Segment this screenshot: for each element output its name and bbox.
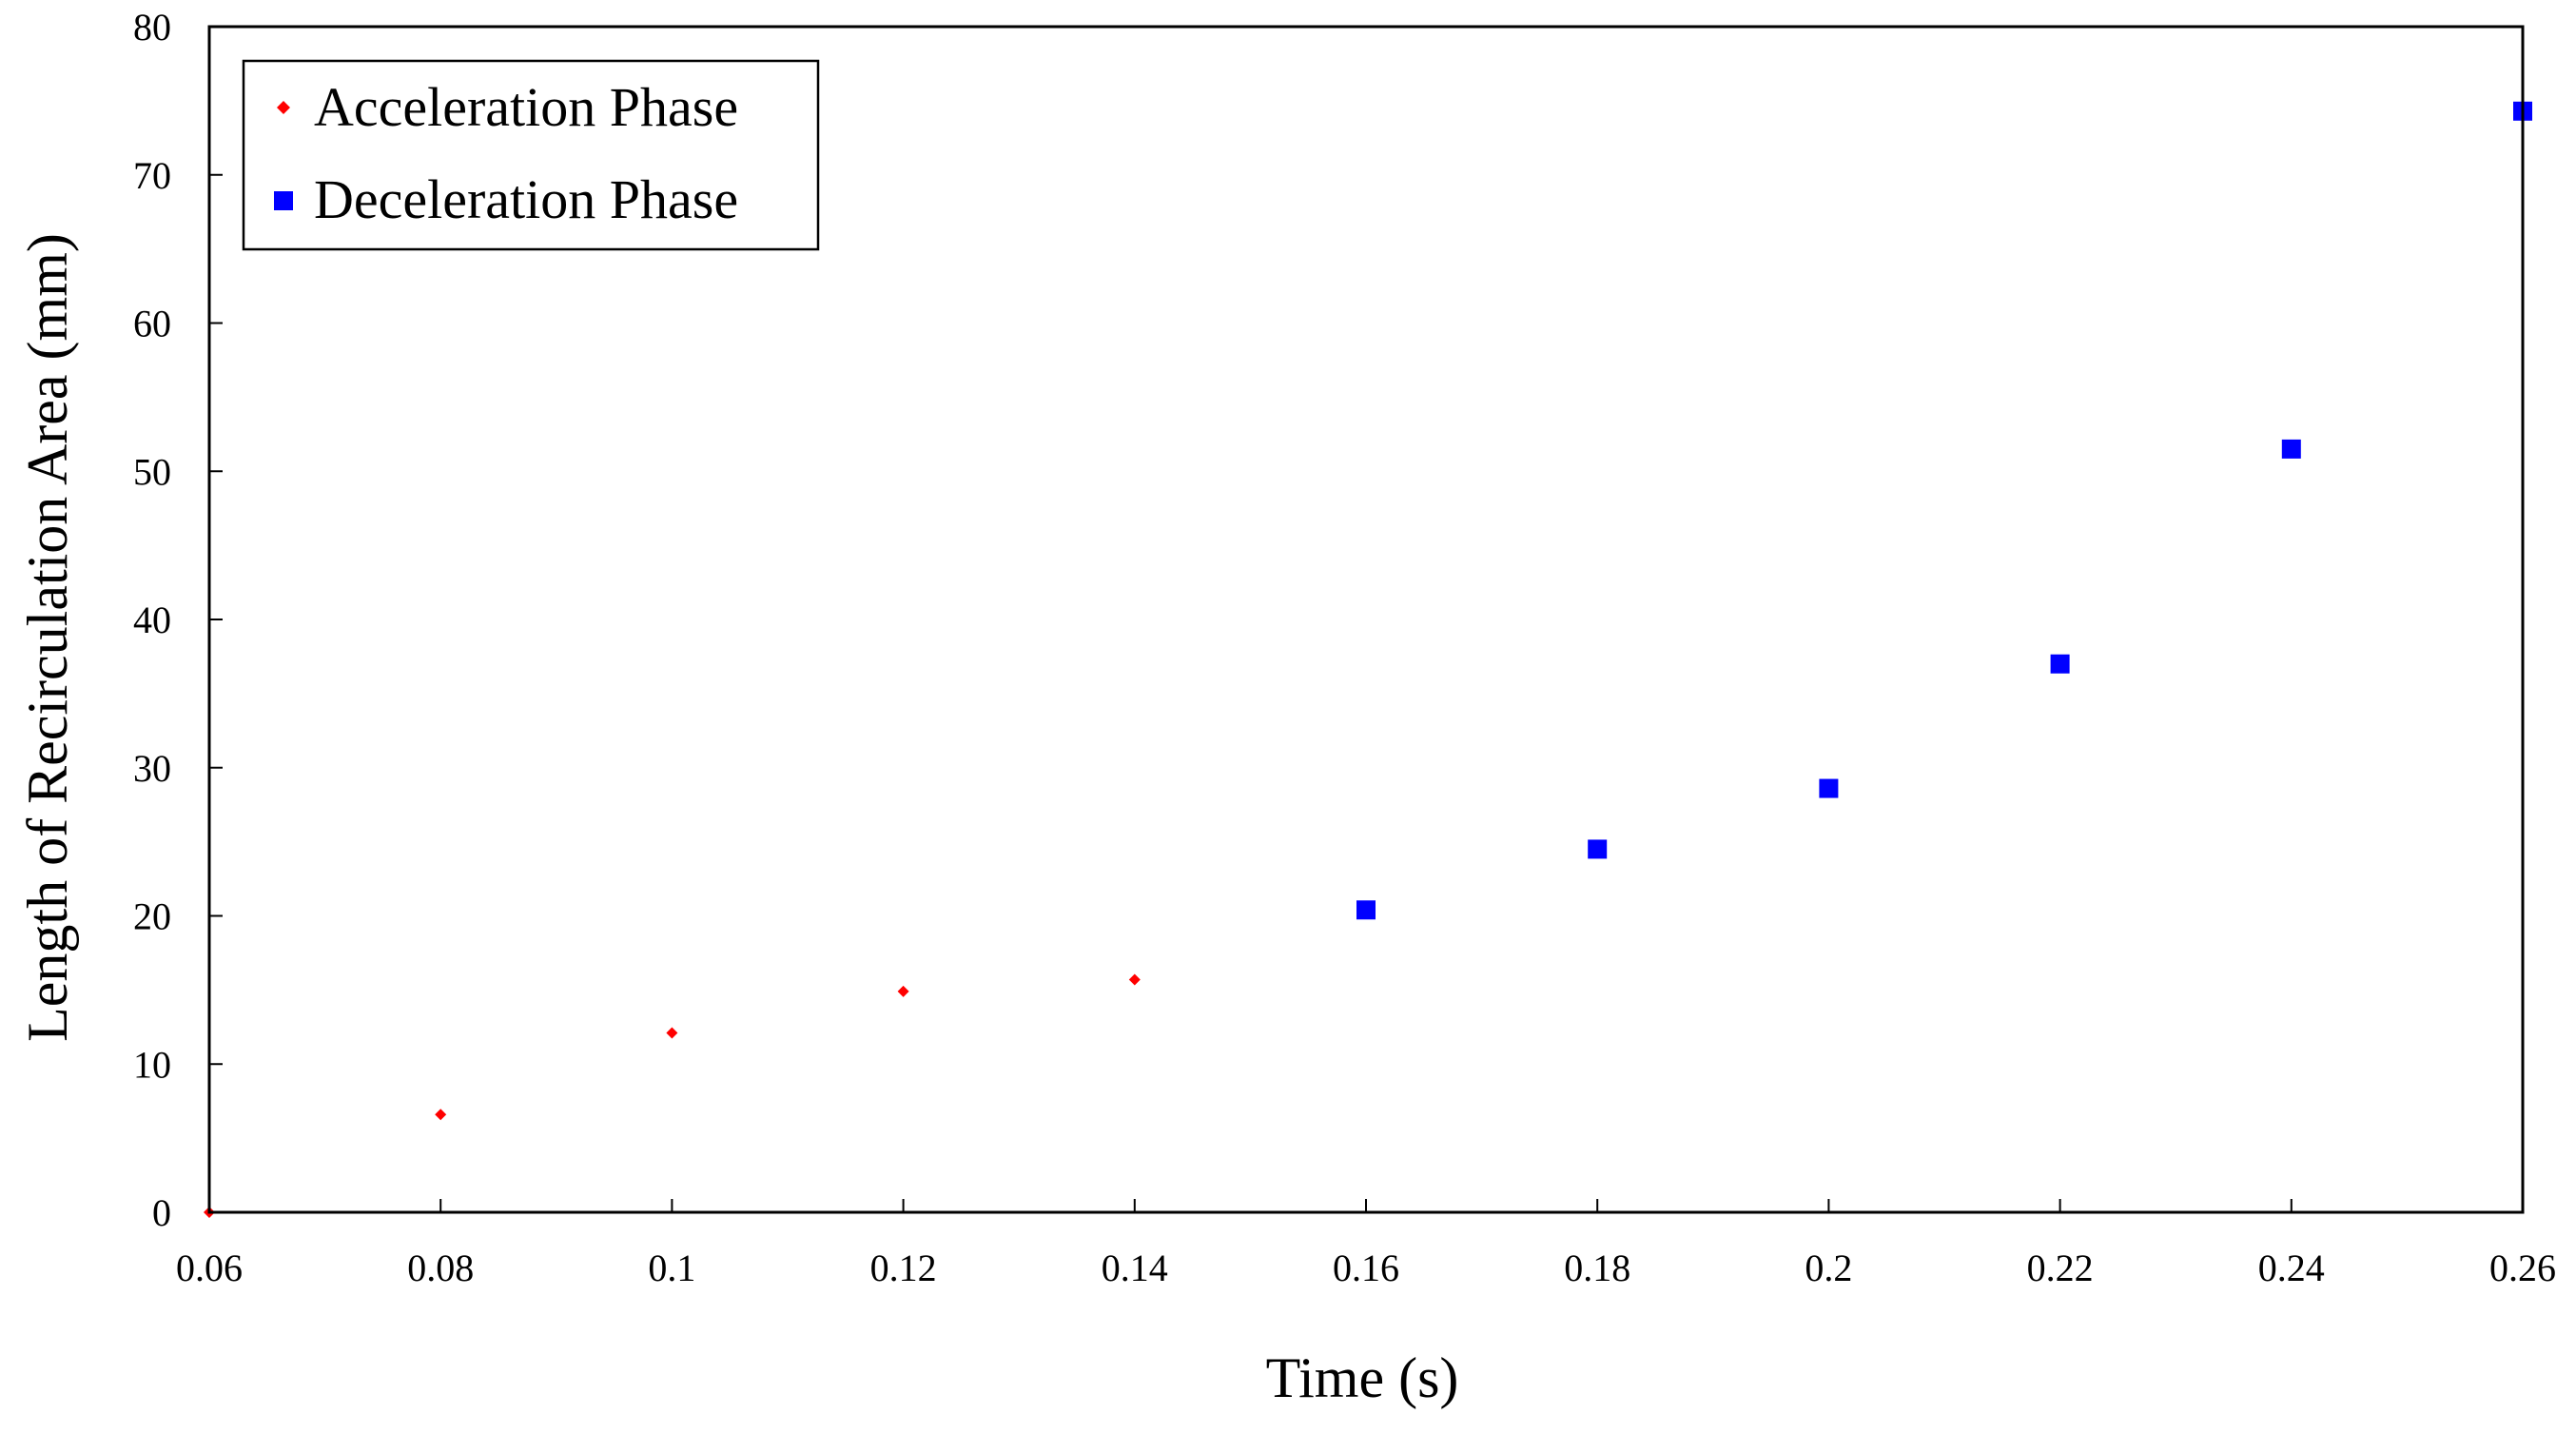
x-axis-title: Time (s) [1266,1346,1459,1409]
x-tick-label: 0.14 [1102,1247,1168,1289]
y-tick-label: 50 [133,450,171,493]
deceleration-point [1819,778,1839,798]
x-tick-label: 0.24 [2258,1247,2325,1289]
legend-marker-deceleration [274,191,293,210]
data-points [204,101,2532,1218]
y-tick-label: 20 [133,895,171,938]
y-tick-label: 10 [133,1043,171,1086]
legend-box [242,59,820,251]
y-tick-label: 80 [133,6,171,49]
legend: Acceleration Phase Deceleration Phase [242,59,820,251]
acceleration-point [666,1027,678,1039]
legend-label-deceleration: Deceleration Phase [314,168,738,230]
x-tick-label: 0.2 [1805,1247,1852,1289]
acceleration-point [435,1109,447,1121]
plot-area-frame [207,25,2525,1214]
x-tick-label: 0.18 [1564,1247,1630,1289]
y-tick-label: 40 [133,599,171,641]
deceleration-point [1356,900,1376,920]
acceleration-point [1128,973,1141,986]
x-tick-label: 0.22 [2027,1247,2094,1289]
y-tick-label: 0 [152,1191,171,1234]
acceleration-point [897,985,909,997]
legend-marker-acceleration [277,101,290,114]
y-tick-label: 30 [133,747,171,790]
x-tick-label: 0.16 [1333,1247,1399,1289]
legend-label-acceleration: Acceleration Phase [314,76,738,138]
y-axis-title: Length of Recirculation Area (mm) [16,233,79,1042]
y-tick-label: 60 [133,303,171,345]
x-axis-ticks: 0.06 0.08 0.1 0.12 0.14 0.16 0.18 0.2 0.22 0.24 0.… [176,1199,2556,1289]
x-tick-label: 0.06 [176,1247,243,1289]
deceleration-point [2050,654,2070,674]
y-axis-ticks: 0 10 20 30 40 50 60 70 80 [133,6,223,1234]
deceleration-point [1588,839,1608,859]
x-tick-label: 0.08 [407,1247,474,1289]
x-tick-label: 0.26 [2489,1247,2556,1289]
x-tick-label: 0.12 [870,1247,937,1289]
x-tick-label: 0.1 [648,1247,695,1289]
deceleration-point [2281,439,2301,459]
y-tick-label: 70 [133,154,171,197]
